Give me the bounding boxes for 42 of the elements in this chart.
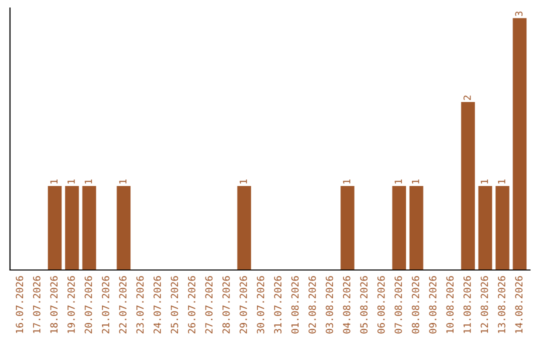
x-tick-label: 13.08.2026 <box>498 276 506 333</box>
x-tick-label: 28.07.2026 <box>222 276 230 334</box>
x-tick-label: 07.08.2026 <box>394 276 402 334</box>
x-tick-label: 17.07.2026 <box>33 276 40 333</box>
data-label: 1 <box>84 179 92 184</box>
data-label: 1 <box>394 179 402 184</box>
data-label: 1 <box>412 179 420 184</box>
x-tick-label: 01.08.2026 <box>291 276 299 334</box>
data-label: 1 <box>480 179 488 184</box>
x-tick-label: 09.08.2026 <box>429 276 436 334</box>
x-tick-label: 14.08.2026 <box>515 276 523 333</box>
x-tick-label: 05.08.2026 <box>360 276 368 334</box>
data-label: 1 <box>498 179 506 184</box>
x-tick-label: 12.08.2026 <box>480 276 488 333</box>
x-tick-label: 25.07.2026 <box>170 276 178 334</box>
x-tick-label: 21.07.2026 <box>102 276 110 334</box>
x-tick-label: 26.07.2026 <box>188 276 196 334</box>
x-tick-label: 16.07.2026 <box>16 276 24 333</box>
x-tick-label: 06.08.2026 <box>377 276 385 334</box>
data-label: 1 <box>343 179 350 184</box>
x-tick-label: 10.08.2026 <box>446 276 454 333</box>
x-tick-label: 18.07.2026 <box>50 276 58 333</box>
x-tick-label: 24.07.2026 <box>154 276 161 334</box>
x-tick-label: 30.07.2026 <box>256 276 264 334</box>
data-label: 2 <box>464 96 471 100</box>
x-tick-label: 29.07.2026 <box>240 276 248 334</box>
x-tick-label: 31.07.2026 <box>274 276 282 334</box>
x-tick-label: 19.07.2026 <box>67 276 75 333</box>
x-tick-label: 04.08.2026 <box>342 276 350 334</box>
data-label: 1 <box>240 179 247 184</box>
x-tick-label: 02.08.2026 <box>308 276 316 334</box>
x-tick-label: 23.07.2026 <box>136 276 144 334</box>
data-label: 1 <box>68 179 75 184</box>
data-label: 1 <box>50 179 58 184</box>
x-tick-label: 22.07.2026 <box>119 276 126 334</box>
x-tick-label: 27.07.2026 <box>205 276 213 334</box>
x-tick-label: 20.07.2026 <box>84 276 92 334</box>
x-tick-label: 08.08.2026 <box>412 276 420 334</box>
x-tick-label: 11.08.2026 <box>464 276 471 333</box>
data-label: 3 <box>515 12 523 16</box>
x-tick-label: 03.08.2026 <box>326 276 334 334</box>
data-label: 1 <box>119 179 126 184</box>
